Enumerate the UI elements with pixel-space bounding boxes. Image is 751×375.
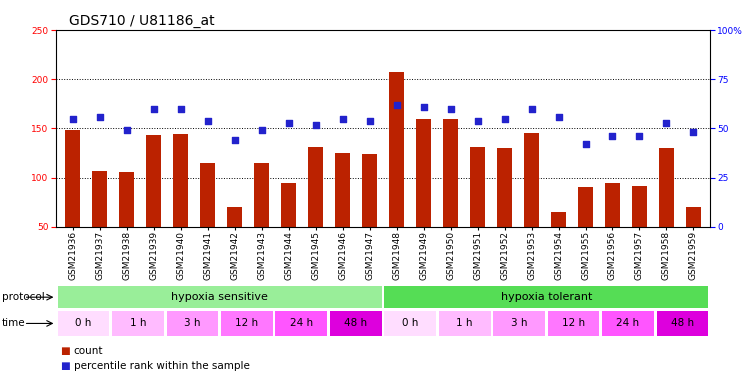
Text: 0 h: 0 h	[75, 318, 92, 328]
Text: 24 h: 24 h	[617, 318, 640, 328]
Bar	[119, 172, 134, 227]
Text: protocol: protocol	[2, 292, 44, 302]
Bar	[335, 153, 350, 227]
Point	[553, 114, 565, 120]
Bar	[167, 311, 219, 336]
Point	[526, 106, 538, 112]
Point	[634, 134, 646, 140]
Bar	[65, 130, 80, 227]
Point	[174, 106, 186, 112]
Text: 1 h: 1 h	[457, 318, 473, 328]
Point	[472, 118, 484, 124]
Point	[499, 116, 511, 122]
Bar	[547, 311, 599, 336]
Bar	[112, 311, 164, 336]
Bar	[389, 72, 404, 227]
Bar	[221, 311, 273, 336]
Bar	[146, 135, 161, 227]
Bar	[254, 163, 269, 227]
Bar	[602, 311, 654, 336]
Bar	[385, 311, 436, 336]
Bar	[656, 311, 708, 336]
Bar	[632, 186, 647, 227]
Text: 12 h: 12 h	[235, 318, 258, 328]
Point	[67, 116, 79, 122]
Text: ■: ■	[60, 346, 70, 355]
Point	[391, 102, 403, 108]
Bar	[362, 154, 377, 227]
Bar	[470, 147, 485, 227]
Text: 24 h: 24 h	[290, 318, 313, 328]
Bar	[227, 207, 242, 227]
Bar	[200, 163, 215, 227]
Bar	[524, 134, 539, 227]
Bar	[330, 311, 382, 336]
Bar	[605, 183, 620, 227]
Point	[120, 128, 132, 134]
Bar	[578, 186, 593, 227]
Point	[228, 137, 240, 143]
Point	[336, 116, 348, 122]
Bar	[281, 183, 296, 227]
Point	[607, 134, 619, 140]
Point	[445, 106, 457, 112]
Point	[418, 104, 430, 110]
Bar	[276, 311, 327, 336]
Bar	[497, 148, 512, 227]
Bar	[58, 286, 382, 308]
Bar	[58, 311, 110, 336]
Text: time: time	[2, 318, 25, 328]
Point	[255, 128, 267, 134]
Bar	[308, 147, 323, 227]
Text: 1 h: 1 h	[130, 318, 146, 328]
Point	[94, 114, 106, 120]
Text: 48 h: 48 h	[344, 318, 367, 328]
Bar	[659, 148, 674, 227]
Text: percentile rank within the sample: percentile rank within the sample	[74, 361, 249, 370]
Point	[147, 106, 159, 112]
Point	[660, 120, 672, 126]
Bar	[551, 212, 566, 227]
Bar	[416, 118, 431, 227]
Text: hypoxia sensitive: hypoxia sensitive	[171, 292, 268, 302]
Text: 12 h: 12 h	[562, 318, 585, 328]
Point	[363, 118, 376, 124]
Text: 3 h: 3 h	[184, 318, 201, 328]
Point	[201, 118, 213, 124]
Text: 3 h: 3 h	[511, 318, 527, 328]
Bar	[493, 311, 545, 336]
Bar	[173, 134, 188, 227]
Bar	[686, 207, 701, 227]
Text: 0 h: 0 h	[402, 318, 418, 328]
Text: count: count	[74, 346, 103, 355]
Point	[687, 129, 699, 135]
Text: 48 h: 48 h	[671, 318, 694, 328]
Point	[580, 141, 592, 147]
Bar	[443, 118, 458, 227]
Bar	[439, 311, 490, 336]
Text: hypoxia tolerant: hypoxia tolerant	[501, 292, 592, 302]
Text: GDS710 / U81186_at: GDS710 / U81186_at	[69, 13, 215, 28]
Point	[309, 122, 321, 128]
Bar	[385, 286, 708, 308]
Bar	[92, 171, 107, 227]
Point	[282, 120, 294, 126]
Text: ■: ■	[60, 361, 70, 370]
